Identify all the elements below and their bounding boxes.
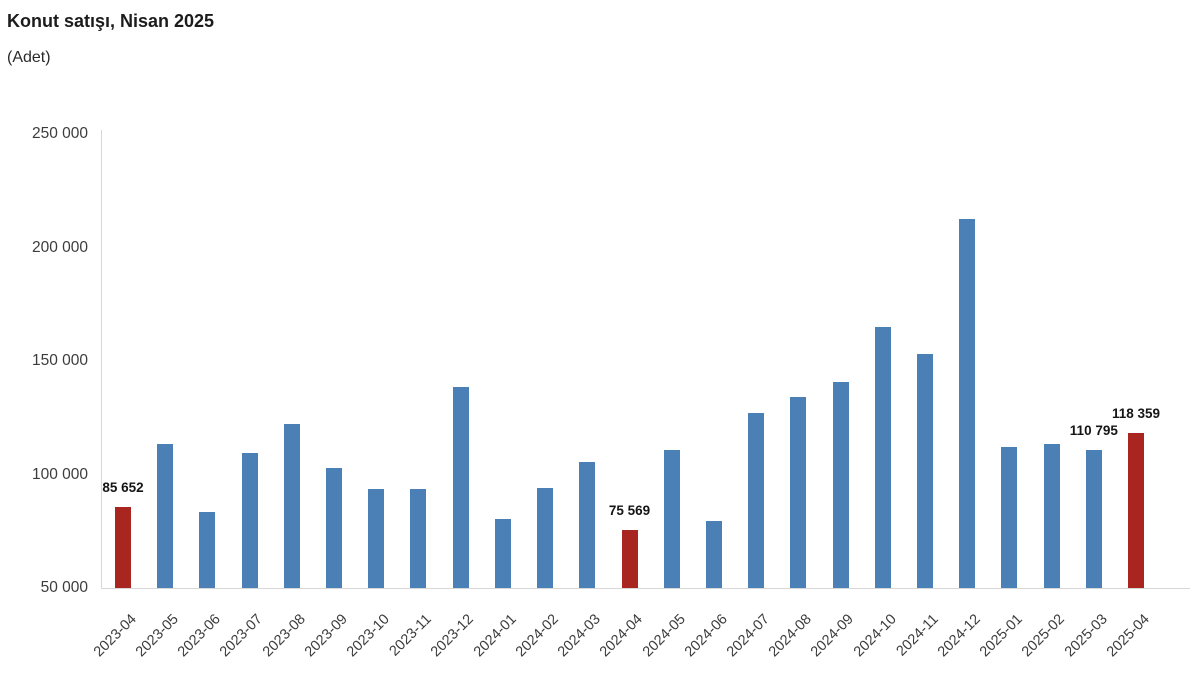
x-axis-tick-label: 2024-10 <box>850 611 900 661</box>
bar <box>832 381 849 588</box>
bar <box>410 489 427 588</box>
x-axis-tick-label: 2023-08 <box>259 611 309 661</box>
bar <box>1085 449 1102 588</box>
y-axis-tick-label: 250 000 <box>31 125 88 142</box>
bar <box>537 488 554 588</box>
bar-highlighted <box>1128 432 1145 588</box>
bar <box>157 443 174 588</box>
bar <box>959 218 976 588</box>
x-axis-tick-label: 2025-02 <box>1019 611 1069 661</box>
chart-title: Konut satışı, Nisan 2025 <box>7 11 215 31</box>
x-axis-tick-label: 2023-09 <box>301 611 351 661</box>
x-axis-tick-label: 2023-11 <box>386 611 436 660</box>
y-axis-line <box>101 130 102 589</box>
bar <box>368 488 385 588</box>
x-axis-tick-label: 2023-10 <box>343 611 393 661</box>
x-axis-tick-label: 2023-07 <box>217 611 267 661</box>
bar <box>874 326 891 588</box>
x-axis-tick-label: 2024-12 <box>934 611 984 661</box>
bar <box>579 462 596 588</box>
bar <box>1001 446 1018 588</box>
bar-highlighted <box>115 507 131 588</box>
bar <box>1043 443 1060 588</box>
y-axis-tick-label: 50 000 <box>40 579 88 596</box>
bar <box>452 386 469 588</box>
x-axis-line <box>101 588 1190 589</box>
bar <box>494 519 511 588</box>
bar-highlighted <box>621 529 638 588</box>
x-axis-tick-label: 2025-01 <box>977 611 1027 661</box>
x-axis-tick-label: 2024-02 <box>512 611 562 661</box>
chart-unit-subtitle: (Adet) <box>7 49 51 66</box>
x-axis-tick-label: 2024-06 <box>681 611 731 661</box>
x-axis-tick-label: 2025-03 <box>1061 611 1111 661</box>
y-axis-tick-label: 150 000 <box>31 352 88 369</box>
bar-value-label: 118 359 <box>1112 405 1161 421</box>
bar <box>790 396 807 588</box>
bar <box>241 452 258 588</box>
x-axis-tick-label: 2025-04 <box>1103 611 1153 661</box>
bar-value-label: 85 652 <box>102 480 144 496</box>
x-axis-tick-label: 2024-09 <box>808 611 858 661</box>
bar <box>199 511 216 588</box>
x-axis-tick-label: 2024-01 <box>470 611 520 661</box>
y-axis-tick-label: 200 000 <box>31 238 88 256</box>
x-axis-tick-label: 2024-11 <box>893 611 942 660</box>
bar-value-label: 110 795 <box>1069 422 1118 438</box>
bar <box>705 521 722 588</box>
bar <box>326 468 343 588</box>
bar <box>916 354 933 588</box>
x-axis-tick-label: 2024-05 <box>639 611 689 661</box>
x-axis-tick-label: 2023-12 <box>428 611 478 661</box>
x-axis-tick-label: 2023-04 <box>90 611 140 661</box>
y-axis-tick-label: 100 000 <box>31 465 88 483</box>
x-axis-tick-label: 2024-03 <box>554 611 604 661</box>
bar <box>748 413 765 588</box>
bar <box>663 450 680 588</box>
x-axis-tick-label: 2023-05 <box>132 611 182 661</box>
x-axis-tick-label: 2024-07 <box>723 611 773 661</box>
bar <box>283 424 300 588</box>
bar-value-label: 75 569 <box>608 502 651 518</box>
x-axis-tick-label: 2024-04 <box>597 611 647 661</box>
x-axis-tick-label: 2024-08 <box>766 611 815 661</box>
x-axis-tick-label: 2023-06 <box>175 611 225 661</box>
